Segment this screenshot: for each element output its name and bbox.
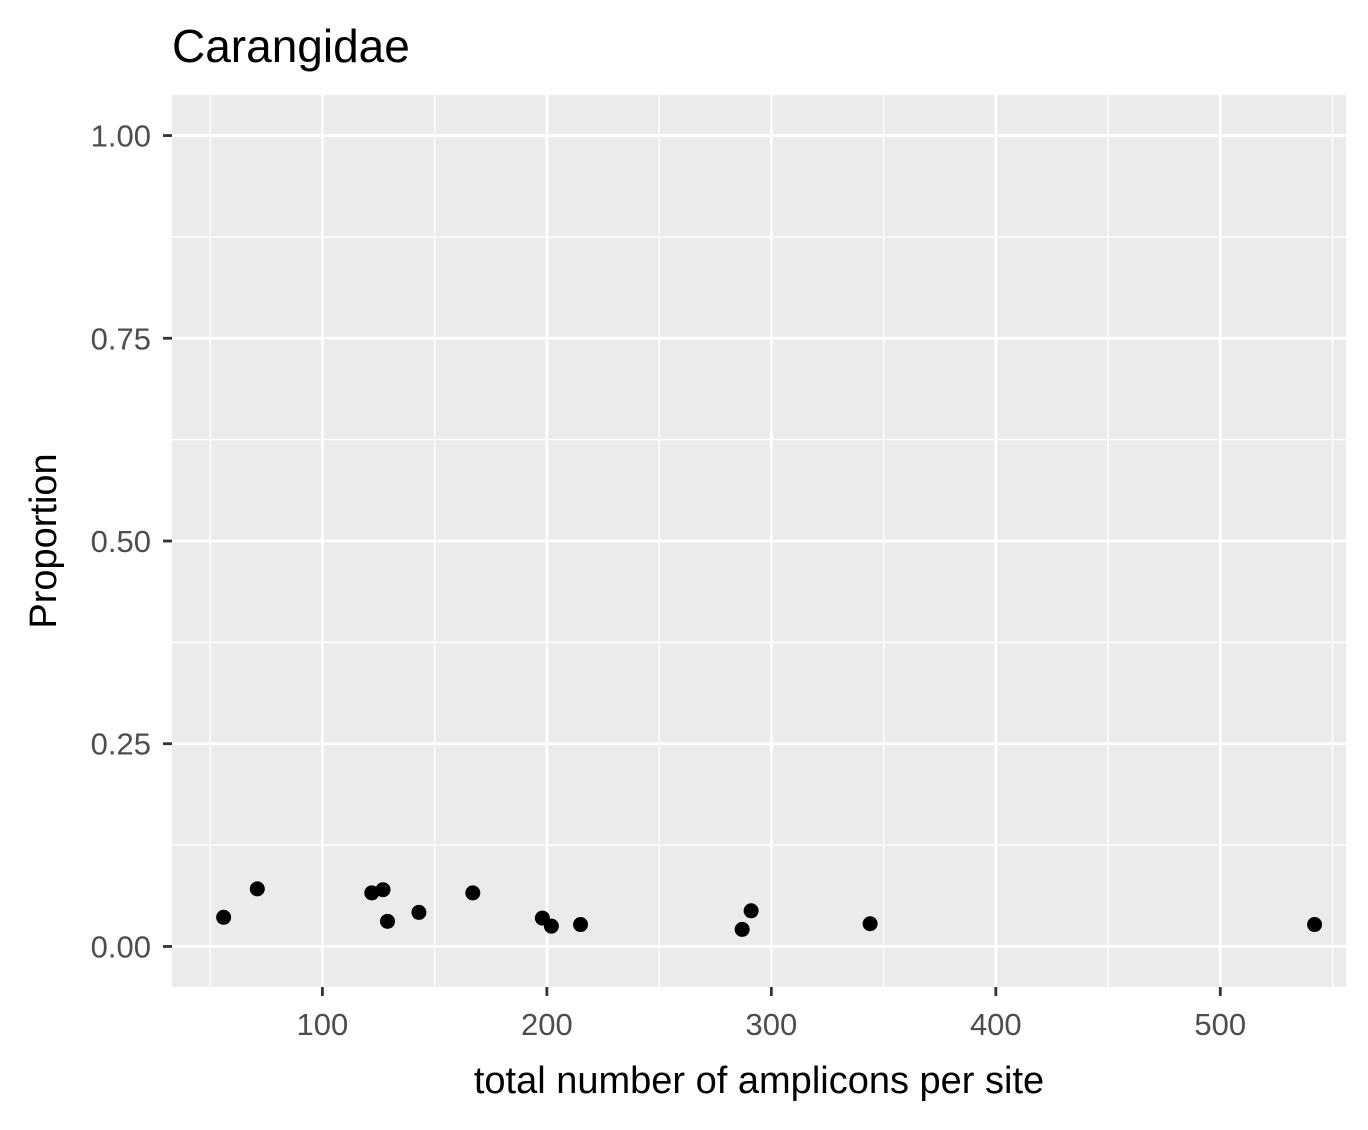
x-tick-label: 400 bbox=[970, 1007, 1022, 1042]
data-point bbox=[573, 917, 589, 933]
data-point bbox=[379, 913, 395, 929]
y-tick-label: 0.75 bbox=[91, 321, 151, 356]
data-point bbox=[734, 921, 750, 937]
major-gridlines bbox=[172, 95, 1346, 987]
data-points bbox=[216, 881, 1323, 937]
y-tick-label: 0.00 bbox=[91, 929, 151, 964]
data-point bbox=[216, 909, 232, 925]
data-point bbox=[862, 916, 878, 932]
data-point bbox=[375, 882, 391, 898]
y-axis: 0.00 0.25 0.50 0.75 1.00 bbox=[91, 119, 172, 964]
data-point bbox=[411, 904, 427, 920]
chart-title: Carangidae bbox=[172, 20, 410, 72]
data-point bbox=[1307, 917, 1323, 933]
data-point bbox=[465, 885, 481, 901]
x-axis: 100 200 300 400 500 bbox=[297, 987, 1246, 1042]
data-point bbox=[249, 881, 265, 897]
x-tick-label: 200 bbox=[521, 1007, 573, 1042]
data-point bbox=[543, 918, 559, 934]
x-tick-label: 500 bbox=[1194, 1007, 1246, 1042]
y-tick-label: 0.50 bbox=[91, 524, 151, 559]
x-tick-label: 100 bbox=[297, 1007, 349, 1042]
data-point bbox=[743, 903, 759, 919]
x-axis-title: total number of amplicons per site bbox=[474, 1060, 1044, 1102]
y-axis-title: Proportion bbox=[23, 453, 65, 628]
y-tick-label: 1.00 bbox=[91, 119, 151, 154]
x-tick-label: 300 bbox=[745, 1007, 797, 1042]
y-tick-label: 0.25 bbox=[91, 727, 151, 762]
